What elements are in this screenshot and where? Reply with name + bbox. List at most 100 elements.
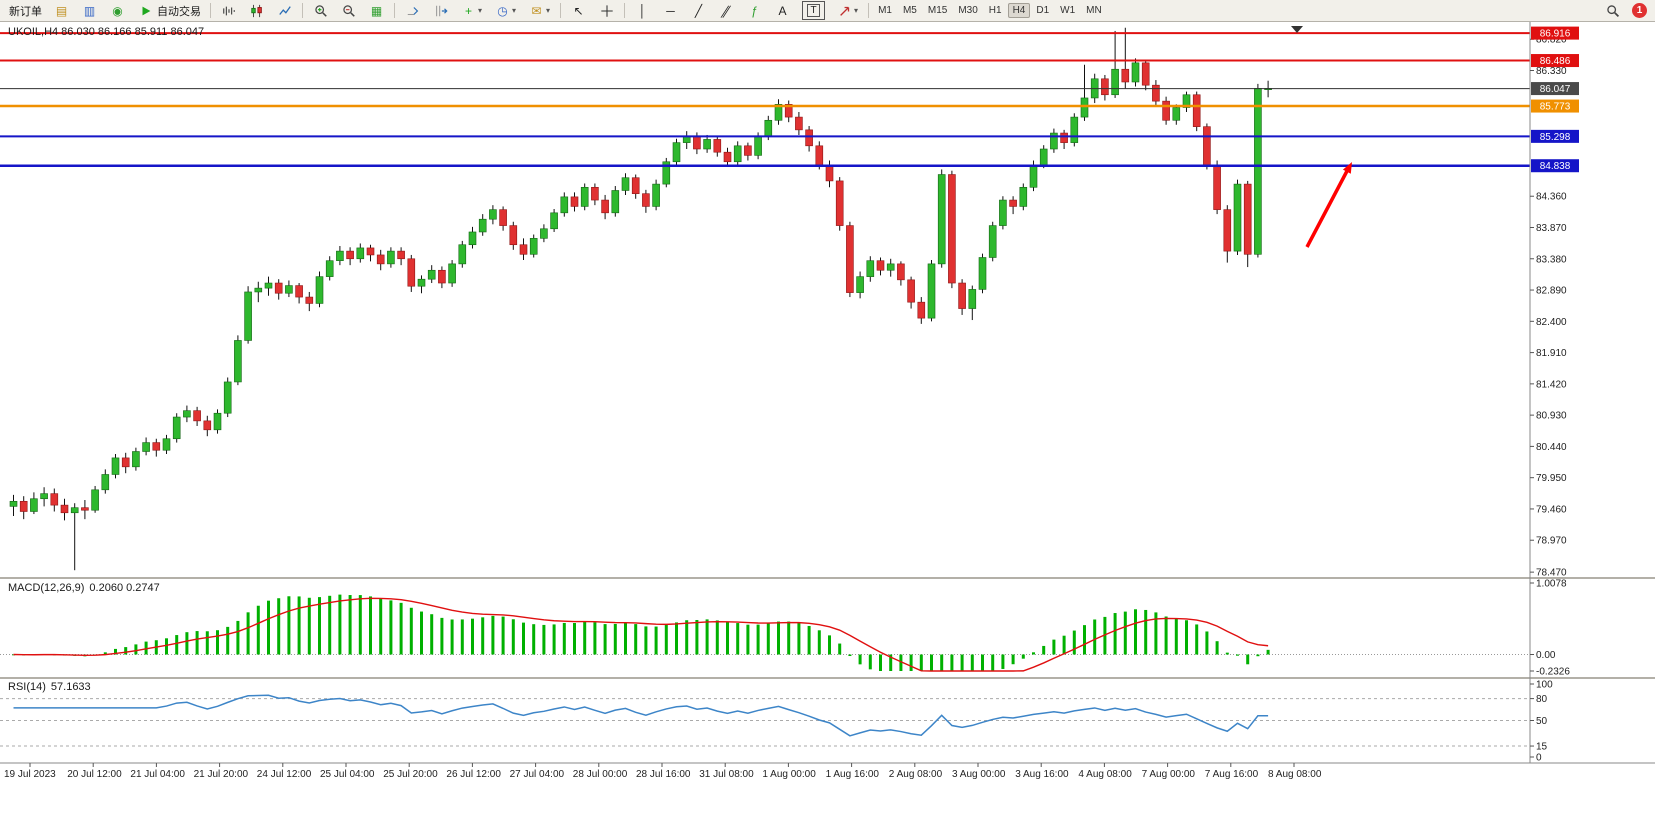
search-icon[interactable] [1599,0,1626,21]
svg-text:0: 0 [1536,753,1542,764]
svg-text:21 Jul 04:00: 21 Jul 04:00 [130,769,185,780]
macd-name: MACD(12,26,9) [8,582,85,594]
svg-text:50: 50 [1536,716,1548,727]
timeframe-h4-button[interactable]: H4 [1007,3,1031,18]
open-chart-icon: ▤ [55,3,68,18]
svg-text:80.440: 80.440 [1536,442,1567,453]
timeframe-m5-button[interactable]: M5 [902,5,917,16]
navigator-icon[interactable]: ◉ [104,0,131,21]
svg-text:86.330: 86.330 [1536,66,1567,77]
auto-scroll-icon[interactable] [399,0,426,21]
open-chart-icon[interactable]: ▤ [48,0,75,21]
text-icon[interactable]: A [769,0,796,21]
template-icon[interactable]: ✉ ▾ [523,0,556,21]
svg-text:80: 80 [1536,694,1548,705]
toolbar-separator [560,3,562,18]
svg-text:85.773: 85.773 [1540,102,1571,113]
chart-canvas[interactable]: 86.820 86.330 84.360 83.870 83.380 82.890 82.4… [0,22,1655,831]
zoom-in-icon[interactable] [307,0,334,21]
auto-trading-button[interactable]: 自动交易 [132,0,206,21]
candlestick-chart-icon[interactable] [243,0,270,21]
timeframe-m15-button[interactable]: M15 [927,5,948,16]
toolbar-separator [868,3,870,18]
svg-text:21 Jul 20:00: 21 Jul 20:00 [194,769,249,780]
vertical-line-icon[interactable]: │ [629,0,656,21]
zoom-out-icon[interactable] [335,0,362,21]
toolbar-separator [210,3,211,18]
text-icon: A [778,3,787,18]
auto-scroll-icon [404,2,421,19]
timeframe-w1-button[interactable]: W1 [1060,5,1076,16]
trendline-icon: ╱ [694,3,703,18]
rsi-axis[interactable]: 100 80 50 150 [1530,680,1553,764]
template-icon: ✉ [531,3,542,18]
period-icon: ◷ [497,3,508,18]
dropdown-caret-icon[interactable]: ▾ [478,6,483,15]
svg-text:19 Jul 2023: 19 Jul 2023 [4,769,56,780]
macd-label: MACD(12,26,9) 0.2060 0.2747 [8,582,160,594]
channel-icon[interactable]: ∥ [710,0,744,21]
svg-text:15: 15 [1536,742,1548,753]
dropdown-caret-icon[interactable]: ▾ [854,6,859,15]
chart-container[interactable]: 86.820 86.330 84.360 83.870 83.380 82.890 82.4… [0,22,1655,831]
svg-text:83.870: 83.870 [1536,223,1567,234]
add-indicator-icon[interactable]: + ▾ [455,0,488,21]
svg-text:84.838: 84.838 [1540,161,1571,172]
svg-text:8 Aug 08:00: 8 Aug 08:00 [1268,769,1322,780]
crosshair-icon[interactable] [593,0,620,21]
svg-text:1.0078: 1.0078 [1536,579,1567,590]
svg-text:-0.2326: -0.2326 [1536,667,1570,678]
notification-badge[interactable]: 1 [1632,3,1647,18]
bar-chart-icon [220,2,237,19]
svg-text:81.420: 81.420 [1536,379,1567,390]
dropdown-caret-icon[interactable]: ▾ [546,6,551,15]
svg-text:0.00: 0.00 [1536,650,1556,661]
svg-text:7 Aug 00:00: 7 Aug 00:00 [1142,769,1196,780]
arrows-tool-icon[interactable]: ▾ [831,0,864,21]
chart-shift-marker[interactable] [1291,26,1303,33]
svg-text:82.890: 82.890 [1536,286,1567,297]
bar-chart-icon[interactable] [215,0,242,21]
tile-windows-icon[interactable]: ▦ [363,0,390,21]
trendline-icon[interactable]: ╱ [685,0,712,21]
svg-text:1 Aug 16:00: 1 Aug 16:00 [826,769,880,780]
timeframe-h1-button[interactable]: H1 [988,5,1002,16]
timeframe-d1-button[interactable]: D1 [1036,5,1050,16]
tile-windows-icon: ▦ [370,3,383,18]
svg-text:24 Jul 12:00: 24 Jul 12:00 [257,769,312,780]
timeframe-m30-button[interactable]: M30 [958,5,978,16]
svg-text:86.820: 86.820 [1536,35,1567,46]
price-axis[interactable]: 86.820 86.330 84.360 83.870 83.380 82.890 82.4… [1530,26,1579,579]
svg-text:25 Jul 04:00: 25 Jul 04:00 [320,769,375,780]
line-chart-icon[interactable] [271,0,298,21]
toolbar-separator [394,3,395,18]
horizontal-line-icon[interactable]: ─ [657,0,684,21]
horizontal-lines[interactable] [0,32,1530,167]
cursor-icon[interactable]: ↖ [565,0,592,21]
svg-text:26 Jul 12:00: 26 Jul 12:00 [446,769,501,780]
macd-values: 0.2060 0.2747 [89,582,160,594]
navigator-icon: ◉ [112,3,123,18]
vertical-line-icon: │ [638,3,647,18]
label-icon[interactable]: T [797,0,830,22]
time-axis[interactable]: 19 Jul 2023 20 Jul 12:00 21 Jul 04:00 21 Ju… [4,763,1322,780]
timeframe-mn-button[interactable]: MN [1086,5,1102,16]
candlestick-chart-icon [248,2,265,19]
market-watch-icon[interactable]: ▥ [76,0,103,21]
svg-text:86.047: 86.047 [1540,84,1571,95]
trend-arrow-annotation[interactable] [1305,162,1352,248]
new-order-button[interactable]: 新订单 [4,1,47,21]
fibonacci-icon[interactable]: ƒ [741,0,768,21]
chart-shift-icon[interactable] [427,0,454,21]
svg-text:78.970: 78.970 [1536,536,1567,547]
svg-text:86.916: 86.916 [1540,29,1571,40]
svg-text:3 Aug 00:00: 3 Aug 00:00 [952,769,1006,780]
svg-text:82.400: 82.400 [1536,317,1567,328]
timeframe-m1-button[interactable]: M1 [878,5,892,16]
rsi-label: RSI(14) 57.1633 [8,681,91,693]
toolbar: 新订单 ▤ ▥ ◉ 自动交易 ▦ + ▾ ◷ ▾ ✉ ▾ ↖ │ ─ ╱ ∥ ƒ A T ▾ M1 M5 M15 M30 H1 H4… [0,0,1655,22]
dropdown-caret-icon[interactable]: ▾ [512,6,517,15]
period-icon[interactable]: ◷ ▾ [489,0,522,21]
crosshair-icon [598,2,615,19]
macd-axis[interactable]: 1.0078 0.00 -0.2326 [1530,579,1570,678]
